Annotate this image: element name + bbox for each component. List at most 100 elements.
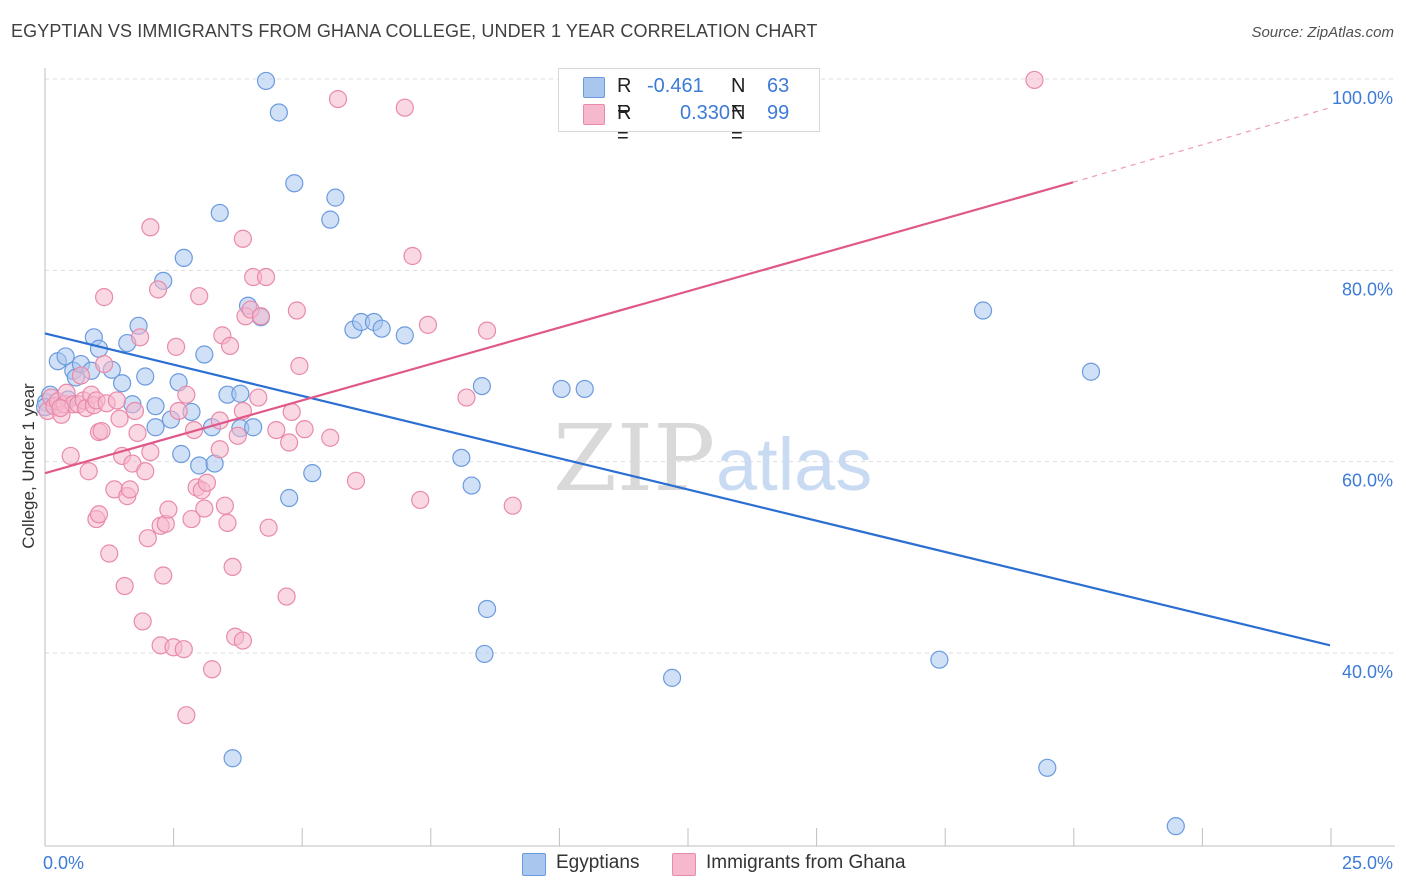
legend-n-label: N =: [731, 75, 746, 120]
legend-n-value: 63: [767, 75, 790, 97]
legend-n-label: N =: [731, 102, 746, 147]
ghana-point: [280, 433, 299, 452]
egyptian-point: [112, 374, 132, 393]
ghana-point: [182, 509, 201, 529]
ghana-point: [154, 566, 173, 585]
x-tick-label-max: 25.0%: [1342, 853, 1393, 873]
ghana-trend-extension: [1072, 107, 1331, 183]
egyptian-point: [146, 397, 165, 416]
y-tick-label: 40.0%: [1342, 662, 1393, 682]
egyptian-point: [244, 418, 263, 437]
y-tick-label: 80.0%: [1342, 279, 1393, 299]
ghana-point: [259, 518, 278, 537]
grid-lines: [45, 78, 1395, 654]
ghana-point: [141, 218, 160, 237]
egyptian-point: [395, 326, 414, 345]
ghana-point: [136, 462, 155, 481]
egyptian-point: [1081, 362, 1101, 381]
ghana-trend-line: [44, 181, 1074, 475]
egyptian-point: [662, 668, 682, 687]
egyptian-point: [452, 448, 471, 467]
egyptian-point: [174, 248, 193, 267]
x-tick-label-min: 0.0%: [43, 853, 84, 873]
ghana-point: [233, 631, 252, 650]
correlation-legend: R = -0.461 N = 63 R = 0.330 N = 99: [558, 68, 820, 147]
ghana-points: [38, 70, 1044, 725]
ghana-point: [256, 267, 276, 287]
ghana-point: [346, 471, 366, 490]
ghana-point: [133, 612, 152, 631]
ghana-point: [233, 229, 252, 248]
egyptian-point: [136, 367, 155, 386]
egyptian-point: [146, 418, 165, 437]
ghana-point: [128, 423, 147, 443]
legend-r-label: R =: [617, 75, 632, 120]
ghana-point: [95, 354, 114, 374]
y-tick-label: 60.0%: [1342, 471, 1393, 491]
egyptian-point: [1166, 817, 1185, 836]
egyptians-trend-line: [44, 332, 1331, 647]
egyptian-point: [269, 103, 288, 122]
egyptian-point: [472, 376, 491, 396]
egyptian-point: [973, 301, 993, 320]
ghana-point: [477, 321, 497, 340]
tick-labels: 40.0% 60.0% 80.0% 100.0% 0.0% 25.0%: [43, 88, 1393, 873]
egyptian-point: [256, 71, 276, 91]
ghana-point: [210, 440, 229, 459]
ghana-point: [267, 420, 286, 440]
ghana-point: [107, 391, 127, 410]
egyptian-point: [210, 203, 229, 223]
y-tick-label: 100.0%: [1332, 88, 1393, 108]
trend-lines: [44, 107, 1331, 647]
legend-r-value: -0.461: [647, 75, 704, 97]
egyptian-point: [303, 464, 322, 483]
legend-swatch-blue: [583, 77, 605, 98]
egyptian-point: [190, 456, 209, 475]
egyptian-point: [172, 444, 191, 464]
ghana-point: [95, 288, 114, 307]
ghana-point: [79, 462, 98, 481]
ghana-point: [418, 315, 438, 334]
ghana-point: [51, 398, 70, 418]
egyptian-point: [321, 210, 340, 229]
ghana-point: [503, 496, 522, 515]
egyptian-point: [372, 319, 391, 338]
ghana-point: [177, 706, 196, 725]
egyptian-point: [575, 379, 594, 399]
egyptian-point: [462, 476, 481, 495]
ghana-point: [174, 640, 193, 659]
ghana-point: [89, 505, 109, 524]
egyptian-point: [285, 174, 304, 193]
ghana-point: [169, 401, 188, 421]
bottom-legend-swatch-pink: [672, 853, 696, 876]
bottom-legend-label-ghana: Immigrants from Ghana: [706, 852, 906, 873]
watermark-atlas: atlas: [716, 423, 872, 506]
ghana-point: [1025, 70, 1044, 90]
y-axis-label: College, Under 1 year: [19, 383, 38, 549]
ghana-point: [321, 428, 340, 447]
ghana-point: [115, 576, 134, 596]
ghana-point: [110, 409, 129, 428]
ghana-point: [403, 246, 422, 266]
ghana-point: [411, 490, 430, 510]
ghana-point: [148, 280, 168, 299]
ghana-point: [61, 446, 80, 466]
ghana-point: [218, 513, 237, 532]
ghana-point: [159, 500, 178, 519]
ghana-point: [125, 401, 145, 421]
ghana-point: [220, 336, 240, 356]
ghana-point: [251, 307, 270, 326]
ghana-point: [166, 337, 186, 356]
egyptian-point: [195, 345, 214, 364]
egyptian-point: [56, 347, 75, 366]
ghana-point: [223, 557, 242, 577]
ghana-point: [100, 544, 119, 563]
ghana-point: [71, 366, 91, 385]
ghana-point: [290, 356, 309, 376]
legend-n-value: 99: [767, 102, 790, 124]
egyptian-point: [552, 379, 571, 399]
ghana-point: [228, 426, 247, 445]
egyptian-point: [475, 644, 494, 664]
source-label: Source: ZipAtlas.com: [1251, 24, 1394, 41]
egyptian-point: [930, 650, 949, 669]
